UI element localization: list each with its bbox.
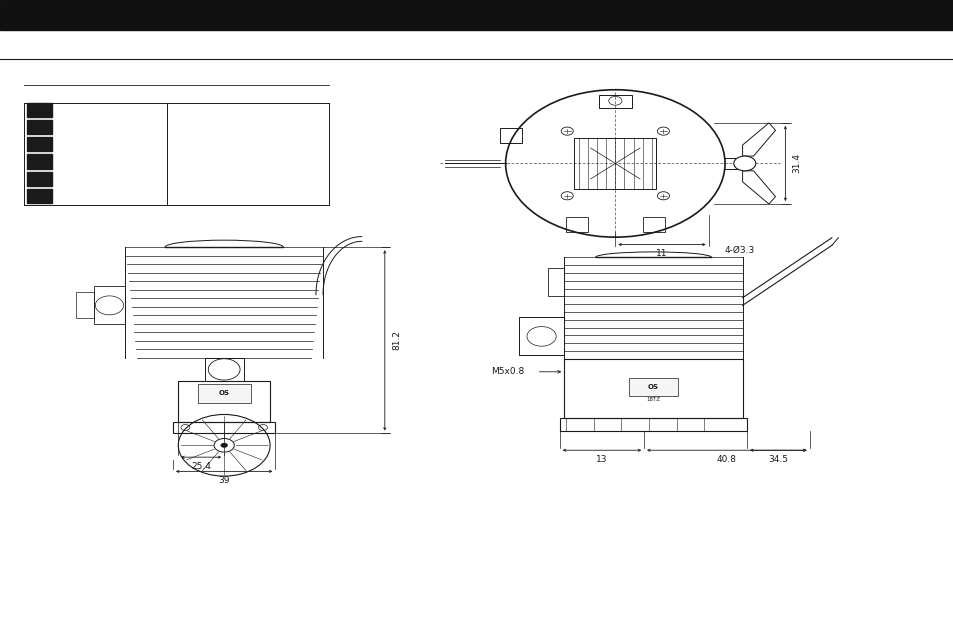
Bar xyxy=(27,172,51,186)
Bar xyxy=(27,137,51,151)
Text: 13: 13 xyxy=(596,454,607,463)
Polygon shape xyxy=(741,171,775,204)
Bar xyxy=(499,128,521,143)
Bar xyxy=(0,0,953,30)
Bar xyxy=(27,189,51,203)
Text: M5x0.8: M5x0.8 xyxy=(491,367,524,376)
Text: 11: 11 xyxy=(656,249,667,258)
Circle shape xyxy=(733,156,755,171)
Bar xyxy=(197,383,251,403)
Text: 81.2: 81.2 xyxy=(392,330,401,351)
Circle shape xyxy=(220,443,228,448)
Text: OS: OS xyxy=(218,390,230,396)
Bar xyxy=(27,103,51,117)
Bar xyxy=(93,287,125,324)
Bar xyxy=(547,268,563,296)
Text: 25.4: 25.4 xyxy=(192,462,211,471)
Text: 18TZ: 18TZ xyxy=(646,397,659,401)
Bar xyxy=(172,422,275,433)
Text: 34.5: 34.5 xyxy=(767,454,787,463)
Bar xyxy=(629,378,677,395)
Bar xyxy=(642,217,664,232)
Bar xyxy=(27,154,51,169)
Polygon shape xyxy=(741,123,775,156)
Text: 40.8: 40.8 xyxy=(716,454,736,463)
Bar xyxy=(178,381,270,422)
Bar xyxy=(518,317,563,356)
Text: OS: OS xyxy=(647,384,659,390)
Bar xyxy=(574,138,656,189)
Bar xyxy=(563,359,741,417)
Bar xyxy=(598,95,631,108)
Text: 31.4: 31.4 xyxy=(791,153,801,174)
Text: 4-Ø3.3: 4-Ø3.3 xyxy=(724,246,755,255)
Bar xyxy=(205,358,243,381)
Bar xyxy=(565,217,587,232)
Bar xyxy=(27,120,51,134)
Bar xyxy=(559,417,746,431)
Text: 39: 39 xyxy=(218,476,230,485)
Bar xyxy=(76,292,93,319)
